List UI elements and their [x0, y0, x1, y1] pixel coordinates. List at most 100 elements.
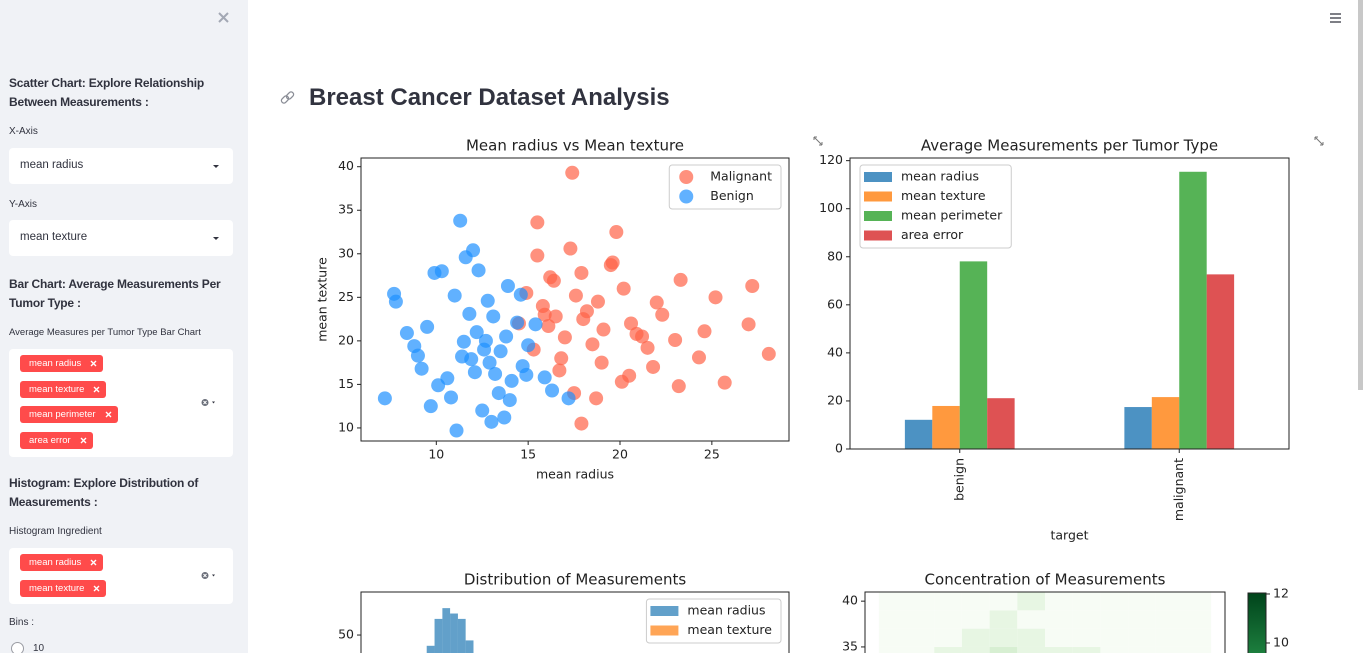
heat-cell [1017, 592, 1045, 611]
heat-cell [878, 646, 907, 653]
hist-bar [426, 645, 435, 653]
close-sidebar[interactable] [218, 12, 229, 23]
hist-heading: Histogram: Explore Distribution of Measu… [9, 476, 199, 509]
bar [1124, 407, 1152, 449]
tag[interactable]: mean texture [20, 579, 107, 597]
point [431, 378, 446, 393]
x-axis-select[interactable]: mean radius [9, 148, 233, 184]
tag[interactable]: mean perimeter [20, 406, 118, 423]
point [528, 317, 543, 332]
axes-frame [849, 157, 1290, 450]
hist-bar [465, 640, 474, 653]
point [521, 338, 536, 353]
point [646, 359, 661, 374]
plot-overlay: Mean radius vs Mean texture 10 15 20 25 30 35 4… [315, 137, 790, 482]
bar [959, 261, 988, 449]
chart-title: Concentration of Measurements [925, 571, 1166, 589]
y-tick-label: 0 [835, 441, 843, 456]
plot-area [377, 165, 776, 438]
heat-cell [989, 646, 1018, 653]
point [410, 348, 425, 363]
y-tick-label: 15 [338, 376, 354, 391]
point [655, 307, 670, 322]
tag[interactable]: mean texture [20, 380, 107, 398]
x-tick-label: 20 [612, 447, 628, 462]
point [589, 391, 604, 406]
tag[interactable]: mean radius [20, 355, 104, 372]
heat-cell [906, 646, 935, 653]
point [708, 290, 723, 305]
point [388, 294, 403, 309]
point [469, 325, 484, 340]
plot-area [904, 171, 1235, 449]
tag-text: mean radius [29, 557, 82, 568]
legend: Malignant Benign [668, 164, 782, 210]
bar [1151, 397, 1180, 449]
heat-cell [1128, 592, 1156, 611]
x-axis-label: X-Axis [9, 126, 38, 137]
expand-icon[interactable] [1314, 136, 1324, 146]
bar-multiselect[interactable]: mean radius mean texture mean perimeter … [9, 349, 233, 457]
expand-icon[interactable] [813, 136, 823, 146]
y-tick-label: 100 [819, 200, 843, 215]
heat-cell [878, 628, 907, 647]
tag-text: mean texture [29, 582, 85, 594]
point [414, 361, 429, 376]
tag[interactable]: mean radius [20, 554, 104, 571]
heat-cell [961, 646, 990, 653]
axes-frame [864, 591, 1226, 653]
hist-bar [450, 613, 458, 653]
bar [987, 398, 1015, 449]
point [561, 391, 576, 406]
heat-cell [934, 628, 962, 647]
point [504, 373, 519, 388]
point [596, 322, 611, 337]
point [673, 272, 688, 287]
point [480, 293, 495, 308]
tag[interactable]: area error [20, 431, 93, 449]
point [519, 367, 534, 382]
menu-icon[interactable] [1330, 13, 1341, 23]
point [486, 309, 501, 324]
point [444, 390, 459, 405]
point [574, 265, 589, 280]
hist-bar [442, 608, 451, 653]
heat-cell [906, 592, 935, 611]
point [488, 366, 503, 381]
plot-area [426, 608, 474, 653]
legend-label: Malignant [710, 169, 772, 184]
heat-cell [1100, 610, 1129, 629]
point [741, 317, 756, 332]
heat-cell [1155, 628, 1184, 647]
heat-cell [1045, 610, 1073, 629]
plot-area [878, 592, 1212, 653]
y-axis-select[interactable]: mean texture [9, 220, 233, 256]
point [475, 403, 490, 418]
point [557, 330, 572, 345]
tag-text: mean radius [29, 358, 82, 369]
x-axis-label: mean radius [536, 467, 614, 482]
point [609, 225, 624, 240]
chart-title: Distribution of Measurements [464, 571, 686, 589]
plot-overlay: Concentration of Measurements 35 40 [842, 571, 1226, 653]
legend-marker [650, 625, 679, 636]
point [497, 410, 512, 425]
legend-marker [679, 189, 694, 204]
bar [1179, 171, 1207, 449]
heat-cell [878, 610, 907, 629]
point [493, 344, 508, 359]
scrollbar[interactable] [1358, 0, 1363, 390]
point [467, 365, 482, 380]
radio[interactable] [11, 642, 24, 653]
point [745, 279, 760, 294]
heat-cell [961, 610, 990, 629]
y-tick-label: 60 [827, 296, 843, 311]
point [622, 368, 637, 383]
point [399, 326, 414, 341]
plot-overlay: Distribution of Measurements 50 [338, 571, 790, 653]
heat-cell [1045, 592, 1073, 611]
hist-multiselect[interactable]: mean radius mean texture [9, 548, 233, 604]
point [594, 355, 609, 370]
